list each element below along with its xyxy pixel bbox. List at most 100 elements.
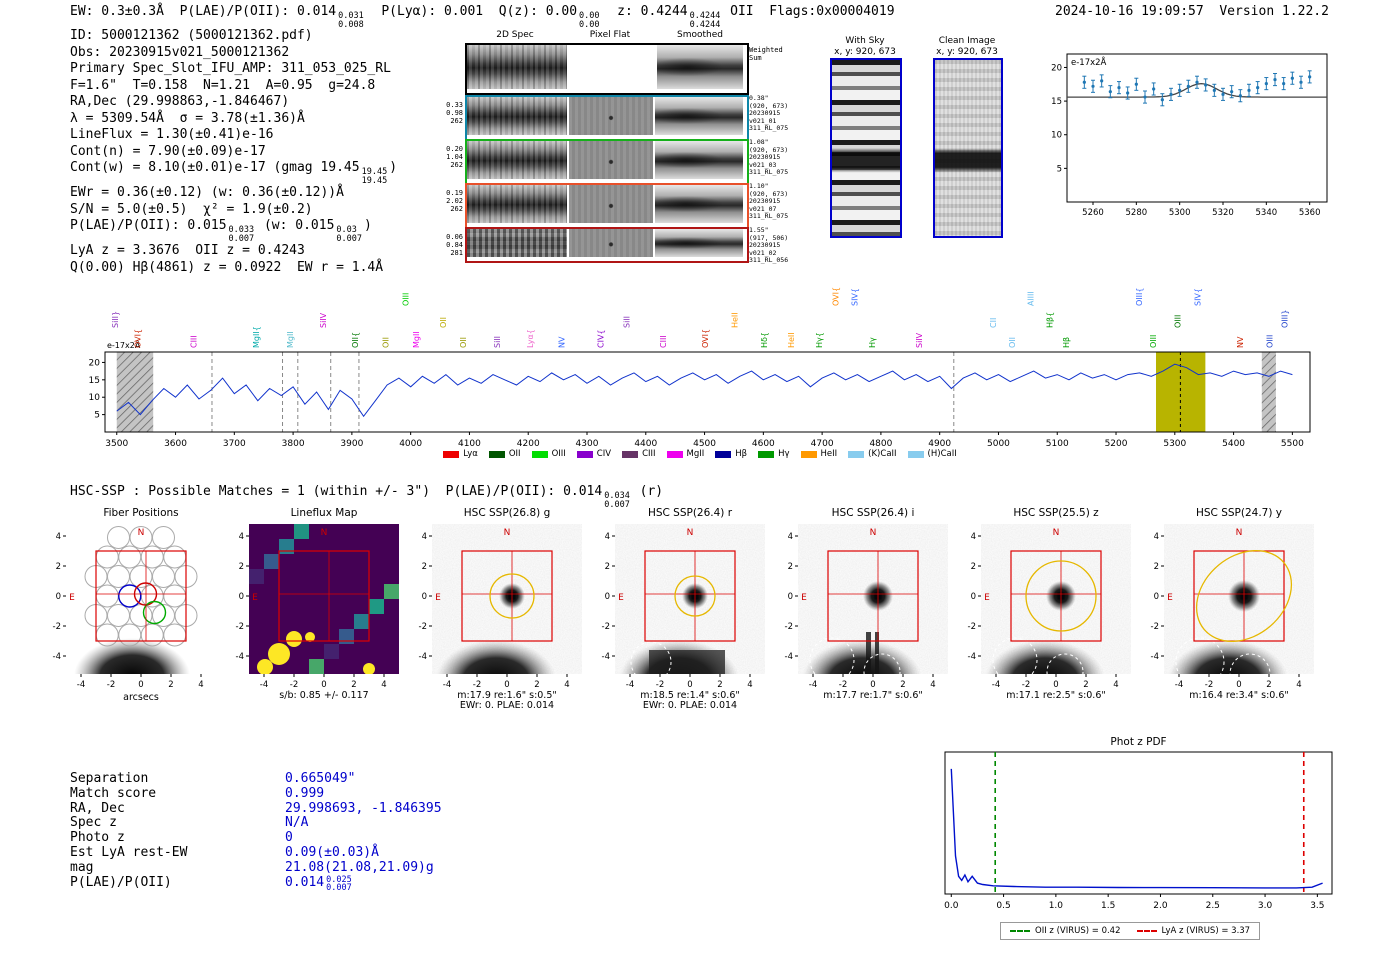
cutout-title: HSC SSP(25.5) z — [1013, 507, 1099, 519]
tick-label: 10 — [1051, 131, 1062, 141]
cutout-caption: s/b: 0.85 +/- 0.117 — [279, 690, 368, 701]
neighbor-aperture-circle — [630, 641, 672, 674]
tick-label: 4200 — [517, 439, 540, 449]
dashed-line-sample — [1010, 929, 1030, 932]
withsky-image — [830, 58, 902, 238]
tick-label: 4 — [788, 532, 793, 542]
data-point — [1160, 98, 1164, 102]
legend-swatch — [848, 450, 865, 458]
tick-label: 0 — [687, 680, 692, 690]
match-row-label: Separation — [70, 771, 149, 786]
cutout-panel: Lineflux Map N E -4 -4 -2 -2 0 0 2 2 4 4 s/b: 0.85 +/… — [225, 504, 405, 718]
data-point — [1100, 79, 1104, 83]
text-segment: 0 — [285, 830, 293, 846]
photz-legend-box: OII z (VIRUS) = 0.42 LyA z (VIRUS) = 3.37 — [1000, 922, 1261, 940]
text-segment: λ = 5309.54Å σ = 3.78(±1.36)Å — [70, 110, 305, 126]
tick-label: 5340 — [1256, 208, 1278, 218]
legend-swatch — [576, 450, 593, 458]
tick-label: -2 — [968, 622, 976, 632]
text-segment: 0.014 — [285, 874, 325, 890]
tick-label: 5300 — [1163, 439, 1186, 449]
emission-line-label: OIII — [1149, 335, 1158, 348]
tick-label: 4 — [564, 680, 569, 690]
tick-label: -4 — [53, 652, 61, 662]
uncertainty-fraction: 0.00 0.00 — [579, 12, 599, 29]
tick-label: 0 — [788, 592, 793, 602]
tick-label: -2 — [53, 622, 61, 632]
tick-label: 2 — [1154, 562, 1159, 572]
legend-label: (K)CaII — [868, 449, 897, 459]
data-point — [1204, 83, 1208, 87]
tick-label: 2 — [168, 680, 173, 690]
uncertainty-lower: 0.007 — [604, 499, 630, 510]
withsky-coords: x, y: 920, 673 — [834, 47, 896, 57]
neighbor-aperture-circle — [863, 653, 901, 674]
spec2d-row — [465, 139, 749, 185]
tick-label: -4 — [1151, 652, 1159, 662]
tick-label: 0 — [1236, 680, 1241, 690]
photz-legend: OII z (VIRUS) = 0.42 LyA z (VIRUS) = 3.37 — [1000, 922, 1261, 940]
match-table-row: RA, Dec 29.998693, -1.846395 — [70, 801, 442, 817]
emission-line-label: OVI{ — [701, 329, 710, 348]
emission-line-label: CIII — [190, 335, 199, 348]
compass-east-label: E — [252, 593, 258, 603]
emission-line-label: CIV{ — [596, 329, 605, 348]
tick-label: 2 — [717, 680, 722, 690]
legend-swatch — [800, 450, 817, 458]
uncertainty-upper: 0.03 — [336, 225, 357, 235]
info-line: RA,Dec (29.998863,-1.846467) — [70, 94, 397, 111]
tick-label: 1.5 — [1101, 901, 1115, 911]
masked-region-band — [1261, 352, 1276, 432]
inset-plot-frame — [1066, 53, 1328, 203]
emission-line-label: OII — [1008, 337, 1017, 348]
info-line: λ = 5309.54Å σ = 3.78(±1.36)Å — [70, 111, 397, 128]
tick-label: 0 — [138, 680, 143, 690]
spec2d-row-left-values: 0.19 2.02 262 — [446, 189, 463, 213]
compass-north-label: N — [138, 528, 145, 538]
spec2d-cell-2dspec — [467, 229, 567, 257]
emission-line-label: SiII} — [111, 311, 120, 328]
data-point — [1221, 92, 1225, 96]
masked-region-band — [116, 352, 154, 432]
data-point — [1186, 84, 1190, 88]
tick-label: 4 — [971, 532, 976, 542]
legend-item: Lyα — [443, 449, 478, 459]
tick-label: -2 — [290, 680, 298, 690]
match-table-row: mag 21.08(21.08,21.09)g — [70, 860, 442, 876]
tick-label: 4700 — [811, 439, 834, 449]
data-point — [1152, 87, 1156, 91]
legend-item: Hγ — [758, 449, 790, 459]
spec2d-row-left-values: 0.20 1.04 262 — [446, 145, 463, 169]
uncertainty-fraction: 0.4244 0.4244 — [690, 12, 721, 29]
tick-label: 5000 — [987, 439, 1010, 449]
photz-pdf-curve — [950, 768, 1323, 889]
cutout-svg: HSC SSP(26.4) i N E -4 -4 -2 -2 0 0 2 2 4 4 m:17.7 re… — [785, 507, 948, 701]
photz-legend-label: LyA z (VIRUS) = 3.37 — [1161, 926, 1251, 936]
spec2d-row-annotation: 1.10" (920, 673) 20230915 v021_07 311_RL… — [749, 182, 789, 220]
tick-label: 0 — [422, 592, 427, 602]
data-point — [1299, 80, 1303, 84]
emission-line-label: Hδ{ — [760, 332, 769, 348]
tick-label: -2 — [473, 680, 481, 690]
spec2d-row-annotation: 1.08" (920, 673) 20230915 v021_03 311_RL… — [749, 138, 789, 176]
tick-label: 2 — [239, 562, 244, 572]
cutout-image — [798, 524, 948, 674]
text-segment: OII Flags:0x00004019 — [722, 4, 895, 19]
text-segment: F=1.6" T=0.158 N=1.21 A=0.95 g=24.8 — [70, 77, 376, 93]
header-summary-line: EW: 0.3±0.3Å P(LAE)/P(OII): 0.014 0.031 0.… — [70, 4, 895, 29]
tick-label: 5100 — [1046, 439, 1069, 449]
text-segment: 0.999 — [285, 785, 325, 801]
spec2d-cell-2dspec — [467, 185, 567, 223]
weighted-sum-image-left — [467, 45, 567, 89]
data-point — [1264, 82, 1268, 86]
emission-line-label: OII — [459, 337, 468, 348]
data-point — [1134, 82, 1138, 86]
legend-item: CIV — [576, 449, 611, 459]
match-row-value: N/A — [285, 816, 308, 831]
emission-line-label: Hγ{ — [815, 332, 824, 348]
match-table-row: Separation 0.665049" — [70, 771, 442, 787]
extraction-box — [461, 550, 553, 642]
legend-label: Lyα — [463, 449, 478, 459]
text-segment: Primary Spec_Slot_IFU_AMP: 311_053_025_R… — [70, 61, 391, 76]
uncertainty-fraction: 0.034 0.007 — [604, 492, 630, 509]
